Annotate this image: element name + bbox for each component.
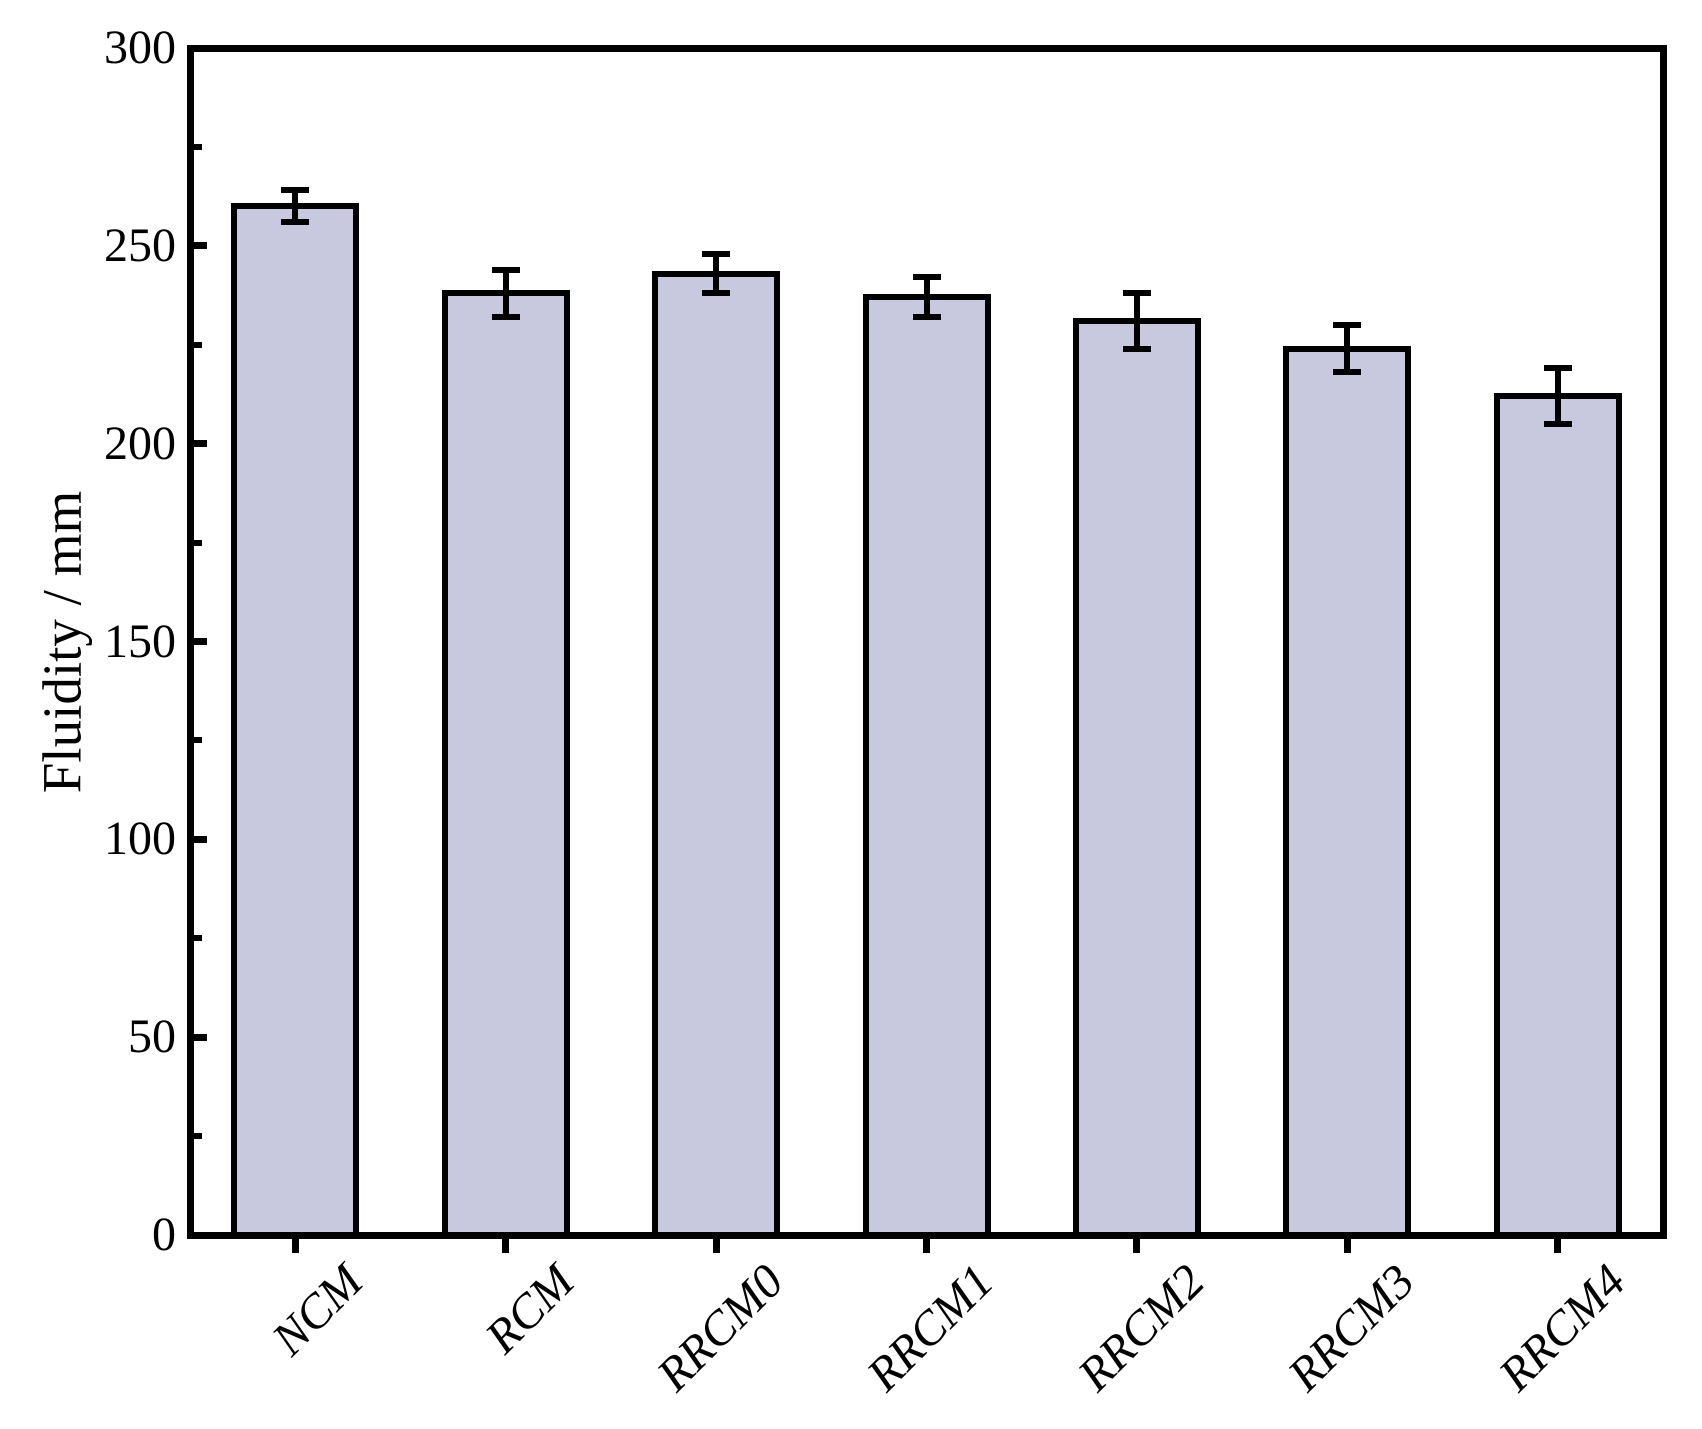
- x-axis-tick: [1554, 1238, 1561, 1253]
- error-bar-cap: [1544, 421, 1572, 427]
- bar-rrcm4: [1494, 393, 1622, 1238]
- y-axis-major-tick: [193, 44, 207, 52]
- error-bar-cap: [1333, 322, 1361, 328]
- x-axis-category-label: RRCM2: [1068, 1254, 1216, 1402]
- y-axis-minor-tick: [193, 539, 202, 546]
- x-axis-category-label: NCM: [262, 1254, 374, 1366]
- y-axis-tick-label: 250: [104, 218, 176, 272]
- x-axis-tick: [1344, 1238, 1351, 1253]
- error-bar-cap: [1544, 365, 1572, 371]
- y-axis-major-tick: [193, 835, 207, 843]
- bar-rrcm3: [1283, 346, 1411, 1238]
- y-axis-tick-label: 0: [152, 1208, 176, 1261]
- x-axis-category-label: RRCM1: [857, 1254, 1005, 1402]
- y-axis-minor-tick: [193, 1133, 202, 1140]
- y-axis-tick-label: 50: [128, 1010, 176, 1064]
- x-axis-category-label: RRCM4: [1489, 1254, 1637, 1402]
- error-bar-rrcm4: [1555, 368, 1561, 423]
- bar-rrcm0: [652, 271, 780, 1238]
- x-axis-tick: [292, 1238, 299, 1253]
- y-axis-minor-tick: [193, 143, 202, 150]
- error-bar-rrcm3: [1344, 325, 1350, 372]
- y-axis-minor-tick: [193, 737, 202, 744]
- error-bar-rrcm0: [713, 254, 719, 294]
- error-bar-cap: [281, 219, 309, 225]
- y-axis-tick-label: 300: [104, 21, 176, 74]
- y-axis-major-tick: [193, 242, 207, 250]
- error-bar-cap: [913, 274, 941, 280]
- y-axis-major-tick: [193, 1033, 207, 1041]
- error-bar-rrcm2: [1134, 293, 1140, 348]
- bar-rrcm1: [863, 294, 991, 1238]
- y-axis-title: Fluidity / mm: [31, 490, 93, 793]
- error-bar-cap: [1333, 369, 1361, 375]
- x-axis-tick: [923, 1238, 930, 1253]
- x-axis-category-label: RRCM3: [1278, 1254, 1426, 1402]
- error-bar-cap: [492, 314, 520, 320]
- error-bar-cap: [702, 251, 730, 257]
- x-axis-category-label: RCM: [474, 1254, 585, 1364]
- y-axis-major-tick: [193, 638, 207, 645]
- error-bar-cap: [1123, 346, 1151, 352]
- y-axis-minor-tick: [193, 935, 202, 942]
- y-axis-minor-tick: [193, 341, 202, 348]
- error-bar-cap: [702, 290, 730, 296]
- error-bar-cap: [281, 187, 309, 193]
- y-axis-major-tick: [193, 440, 207, 448]
- y-axis-tick-label: 100: [104, 812, 176, 866]
- error-bar-rrcm1: [924, 277, 930, 317]
- bar-rcm: [442, 290, 570, 1238]
- x-axis-tick: [713, 1238, 720, 1253]
- y-axis-tick-label: 200: [104, 416, 176, 470]
- x-axis-category-label: RRCM0: [647, 1254, 795, 1402]
- error-bar-rcm: [503, 270, 509, 317]
- error-bar-ncm: [292, 190, 298, 222]
- bar-rrcm2: [1073, 318, 1201, 1238]
- x-axis-tick: [502, 1238, 509, 1253]
- error-bar-cap: [1123, 290, 1151, 296]
- y-axis-major-tick: [193, 1231, 207, 1239]
- x-axis-tick: [1133, 1238, 1140, 1253]
- bar-ncm: [231, 203, 359, 1238]
- error-bar-cap: [913, 314, 941, 320]
- error-bar-cap: [492, 267, 520, 273]
- y-axis-tick-label: 150: [104, 614, 176, 668]
